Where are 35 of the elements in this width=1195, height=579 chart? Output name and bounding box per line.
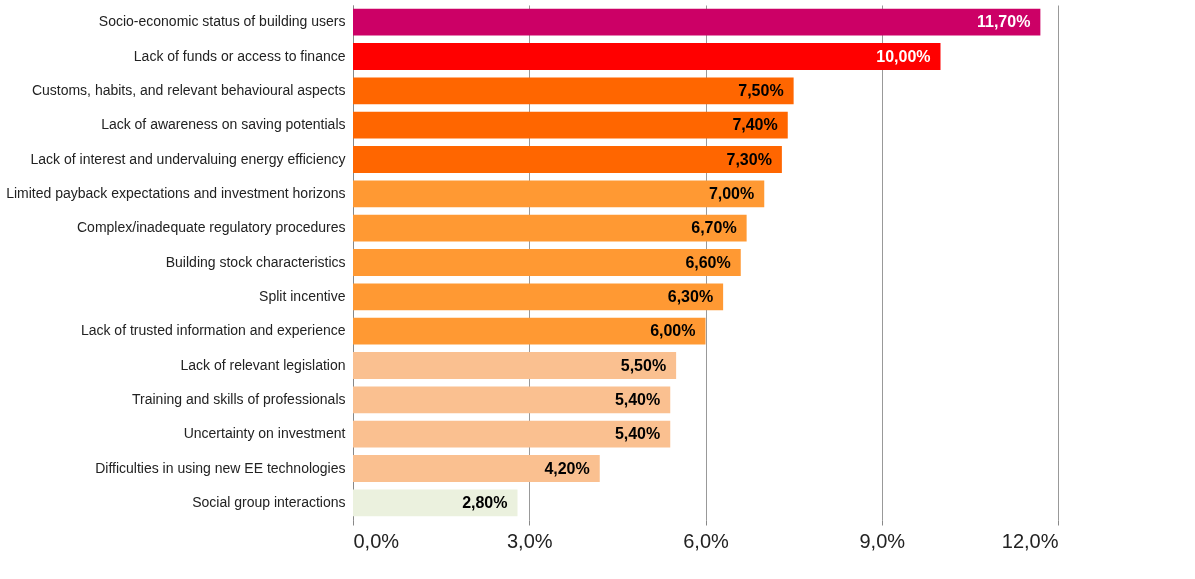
y-tick-label: Lack of funds or access to finance bbox=[133, 47, 346, 64]
data-label: 11,70% bbox=[976, 13, 1031, 31]
x-tick-label: 12,0% bbox=[1001, 529, 1059, 552]
y-tick-label: Uncertainty on investment bbox=[183, 425, 346, 442]
data-label: 7,30% bbox=[726, 150, 772, 168]
y-tick-label: Limited payback expectations and investment horizons bbox=[6, 184, 346, 201]
y-tick-label: Social group interactions bbox=[192, 493, 346, 510]
y-tick-label: Complex/inadequate regulatory procedures bbox=[77, 219, 346, 236]
data-label: 6,00% bbox=[650, 322, 696, 340]
data-label: 7,00% bbox=[708, 184, 755, 202]
y-tick-label: Split incentive bbox=[259, 287, 346, 304]
x-tick-label: 9,0% bbox=[859, 529, 906, 552]
y-tick-label: Lack of relevant legislation bbox=[180, 356, 346, 373]
data-label: 4,20% bbox=[544, 459, 590, 477]
data-label: 7,50% bbox=[738, 81, 784, 99]
x-tick-label: 6,0% bbox=[683, 529, 730, 552]
data-label: 7,40% bbox=[732, 116, 778, 134]
y-tick-label: Building stock characteristics bbox=[165, 253, 346, 270]
y-tick-label: Lack of interest and undervaluing energy efficiency bbox=[30, 150, 346, 167]
data-label: 5,40% bbox=[614, 425, 661, 443]
data-label: 6,30% bbox=[667, 287, 714, 305]
data-label: 5,50% bbox=[620, 356, 667, 374]
x-tick-label: 3,0% bbox=[506, 529, 553, 552]
data-label: 5,40% bbox=[614, 390, 661, 408]
y-tick-label: Customs, habits, and relevant behavioural aspects bbox=[31, 81, 346, 98]
data-label: 6,70% bbox=[691, 219, 737, 237]
data-label: 6,60% bbox=[685, 253, 731, 271]
data-label: 10,00% bbox=[876, 47, 931, 65]
x-tick-label: 0,0% bbox=[353, 529, 400, 552]
data-label: 2,80% bbox=[462, 493, 508, 511]
y-tick-label: Difficulties in using new EE technologies bbox=[95, 459, 346, 476]
y-tick-label: Lack of trusted information and experience bbox=[80, 322, 346, 339]
y-tick-label: Training and skills of professionals bbox=[132, 390, 346, 407]
y-tick-label: Socio-economic status of building users bbox=[98, 13, 346, 30]
y-tick-label: Lack of awareness on saving potentials bbox=[101, 116, 346, 133]
